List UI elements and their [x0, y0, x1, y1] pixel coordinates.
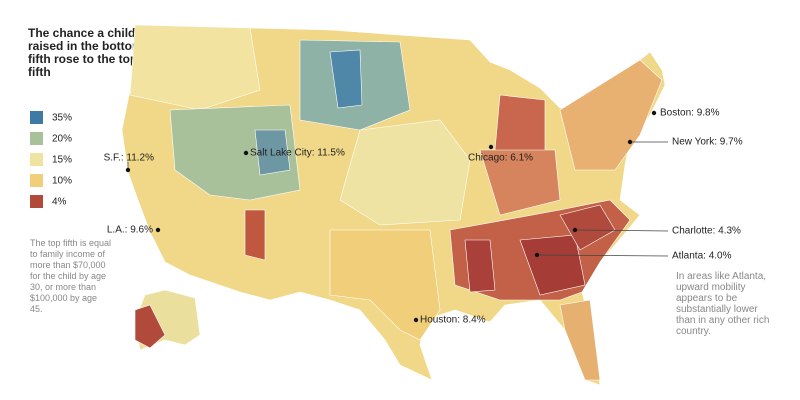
- region-deep-south: [464, 239, 496, 293]
- city-dot: [155, 227, 161, 233]
- city-dot: [488, 144, 494, 150]
- city-label: Salt Lake City: 11.5%: [250, 148, 345, 159]
- city-labels: Boston: 9.8% New York: 9.7% S.F.: 11.2% Sal…: [104, 108, 743, 326]
- us-map: [121, 24, 666, 386]
- region-northeast: [559, 59, 663, 171]
- leader-line: [574, 229, 669, 232]
- leader-line: [536, 254, 669, 257]
- legend-label: 15%: [52, 155, 72, 166]
- city-label: New York: 9.7%: [672, 137, 743, 148]
- legend-label: 20%: [52, 134, 72, 145]
- city-dot: [651, 110, 657, 116]
- city-dot: [125, 167, 131, 173]
- city-label: Houston: 8.4%: [420, 315, 486, 326]
- region-newmexico: [244, 209, 266, 261]
- city-dot: [534, 252, 540, 258]
- city-label: Boston: 9.8%: [660, 108, 720, 119]
- alaska-red: [134, 304, 166, 349]
- legend-label: 4%: [52, 197, 67, 208]
- legend-swatch: [30, 174, 43, 187]
- region-georgia: [519, 234, 586, 296]
- region-ohio: [479, 149, 561, 216]
- legend-swatch: [30, 153, 43, 166]
- city-label: Atlanta: 4.0%: [672, 251, 732, 262]
- legend-label: 10%: [52, 176, 72, 187]
- city-dot: [413, 317, 419, 323]
- region-carolina: [559, 204, 616, 251]
- city-label: Chicago: 6.1%: [468, 153, 533, 164]
- city-dot: [627, 139, 633, 145]
- city-dot: [243, 150, 249, 156]
- definition-note: The top fifth is equal to family income …: [30, 238, 112, 314]
- city-dot: [572, 227, 578, 233]
- city-label: S.F.: 11.2%: [104, 153, 155, 164]
- legend-swatch: [30, 132, 43, 145]
- atlanta-note: In areas like Atlanta, upward mobility a…: [676, 271, 770, 337]
- city-label: Charlotte: 4.3%: [672, 226, 741, 237]
- region-utah-blue: [254, 129, 291, 176]
- city-label: L.A.: 9.6%: [107, 225, 153, 236]
- legend: 35% 20% 15% 10% 4%: [30, 111, 72, 208]
- region-texas: [329, 229, 441, 341]
- region-utah-green: [169, 104, 301, 201]
- region-plains-blue2: [329, 49, 363, 109]
- legend-swatch: [30, 195, 43, 208]
- region-florida: [559, 299, 601, 381]
- legend-swatch: [30, 111, 43, 124]
- map-title: The chance a child raised in the bottom …: [28, 26, 143, 79]
- region-midwest: [339, 119, 471, 226]
- legend-label: 35%: [52, 113, 72, 124]
